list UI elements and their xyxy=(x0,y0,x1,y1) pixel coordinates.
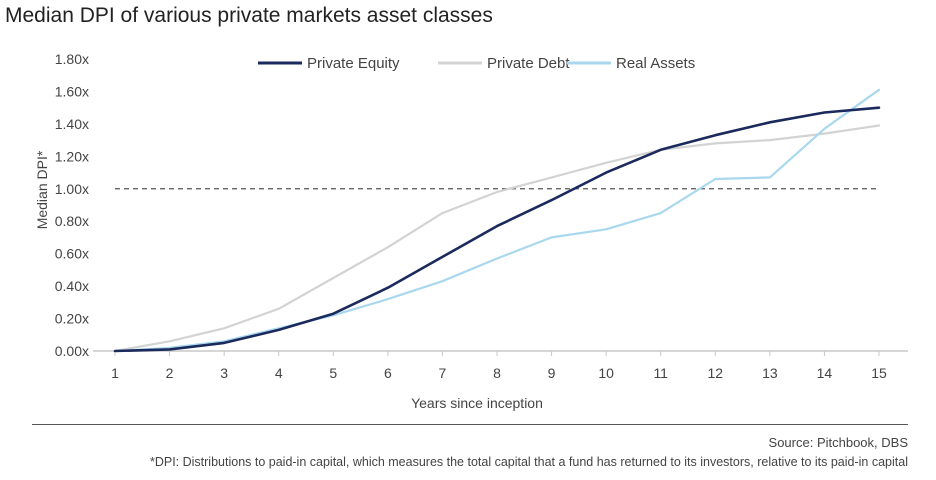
series-line-private-equity xyxy=(113,106,881,353)
x-tick-label: 13 xyxy=(762,365,778,381)
x-tick-label: 6 xyxy=(384,365,392,381)
y-tick-label: 0.80x xyxy=(55,213,89,229)
x-tick-label: 1 xyxy=(111,365,119,381)
y-tick-label: 1.20x xyxy=(55,148,89,164)
x-tick-label: 9 xyxy=(548,365,556,381)
x-tick-label: 7 xyxy=(439,365,447,381)
y-tick-label: 1.40x xyxy=(55,116,89,132)
x-axis-label: Years since inception xyxy=(411,395,543,411)
footer-divider xyxy=(32,424,908,425)
y-tick-label: 0.00x xyxy=(55,343,89,359)
x-tick-label: 15 xyxy=(871,365,887,381)
source-note: Source: Pitchbook, DBS xyxy=(768,435,908,450)
footnote: *DPI: Distributions to paid-in capital, … xyxy=(149,455,908,469)
series-group xyxy=(113,88,881,353)
legend-entry-label: Real Assets xyxy=(616,55,695,72)
chart-title: Median DPI of various private markets as… xyxy=(5,4,493,27)
x-tick-label: 11 xyxy=(653,365,668,381)
x-tick-label: 8 xyxy=(493,365,501,381)
legend-entry-label: Private Equity xyxy=(307,55,400,72)
x-axis-ticks: 1 2 3 4 5 6 7 8 9 10 11 12 13 14 15 xyxy=(111,351,887,381)
y-tick-label: 0.40x xyxy=(55,278,89,294)
x-tick-label: 4 xyxy=(275,365,283,381)
y-axis-label: Median DPI* xyxy=(34,150,50,229)
y-tick-label: 1.80x xyxy=(55,51,89,67)
legend-entry-label: Private Debt xyxy=(487,55,570,72)
y-axis-ticks: 0.00x 0.20x 0.40x 0.60x 0.80x 1.00x 1.20x 1.40x… xyxy=(55,51,89,359)
x-tick-label: 3 xyxy=(220,365,228,381)
y-tick-label: 1.60x xyxy=(55,83,89,99)
x-tick-label: 14 xyxy=(817,365,833,381)
y-tick-label: 0.60x xyxy=(55,246,89,262)
legend: Private Equity Private Debt Real Assets xyxy=(258,55,695,72)
y-tick-label: 0.20x xyxy=(55,311,89,327)
y-tick-label: 1.00x xyxy=(55,181,89,197)
line-chart: 0.00x 0.20x 0.40x 0.60x 0.80x 1.00x 1.20x 1.40x… xyxy=(34,51,908,411)
x-tick-label: 5 xyxy=(329,365,337,381)
x-tick-label: 2 xyxy=(166,365,174,381)
series-line-real-assets xyxy=(113,88,881,353)
x-tick-label: 10 xyxy=(598,365,614,381)
series-line-private-debt xyxy=(113,124,881,353)
x-tick-label: 12 xyxy=(707,365,723,381)
